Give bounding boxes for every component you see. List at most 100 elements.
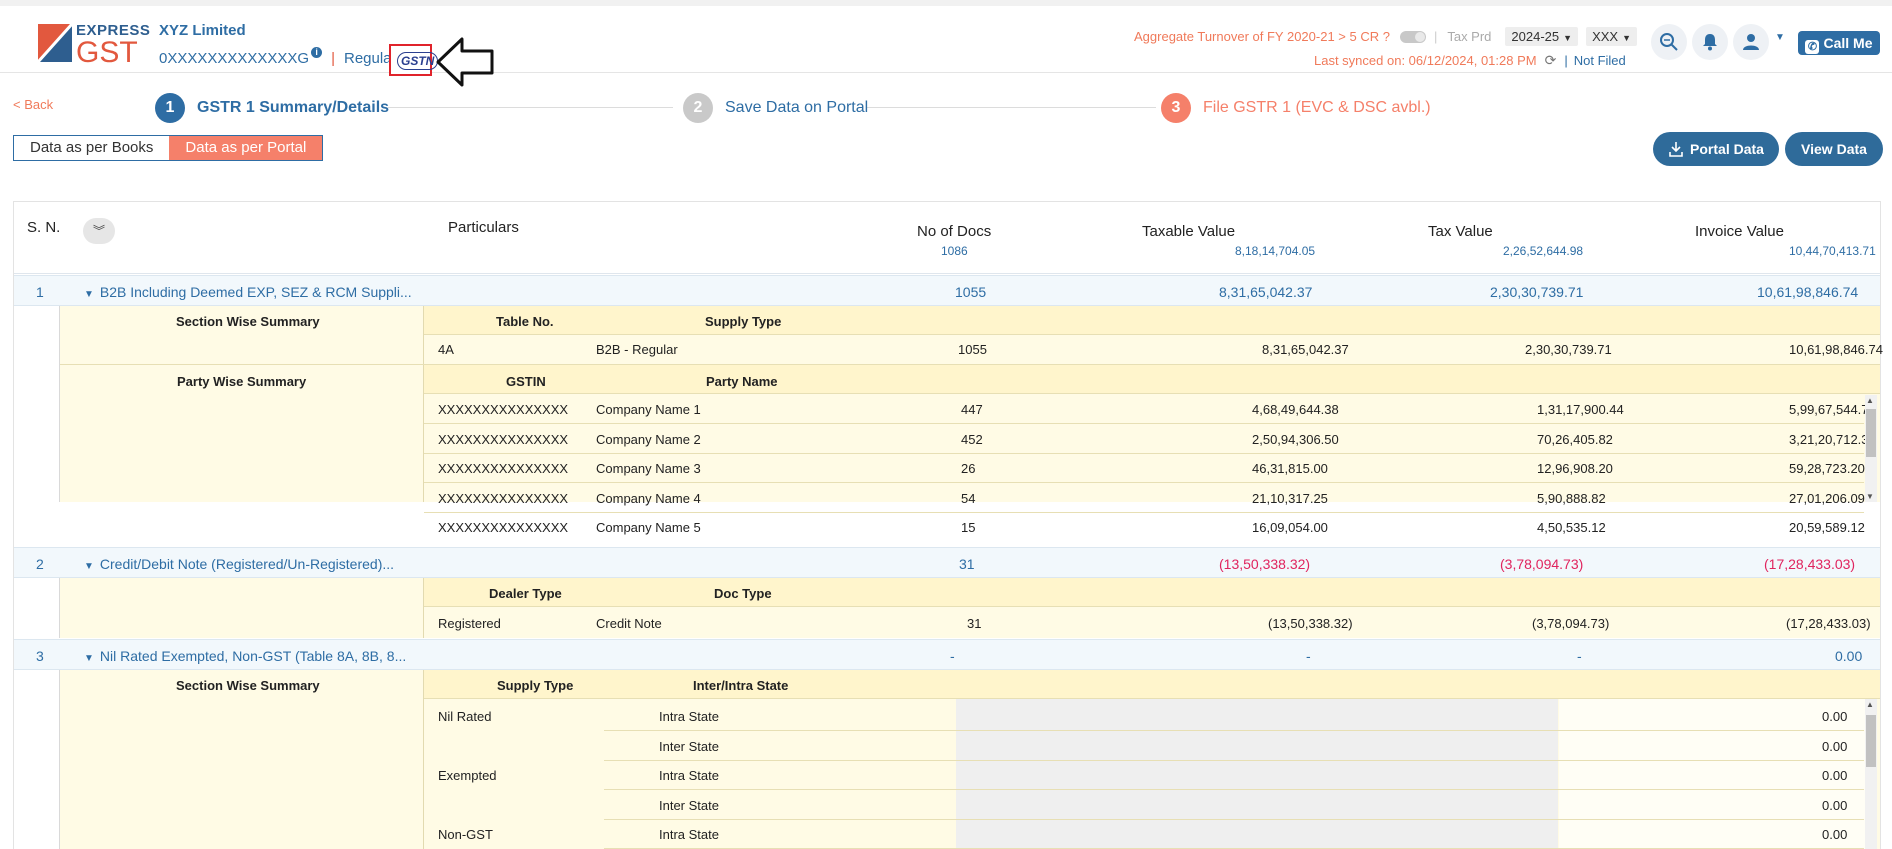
section-row-b2b[interactable]: 1 ▼ B2B Including Deemed EXP, SEZ & RCM S…	[14, 275, 1880, 306]
cell-inter-intra-state: Intra State	[659, 768, 719, 783]
total-invoice-value: 10,44,70,413.71	[1789, 244, 1876, 258]
tab-data-as-per-books[interactable]: Data as per Books	[14, 136, 170, 160]
party-scrollbar[interactable]: ▲ ▼	[1865, 395, 1877, 502]
download-icon	[1669, 142, 1683, 157]
cell-docs: 26	[961, 461, 976, 476]
divider	[424, 393, 1880, 394]
scroll-down-icon[interactable]: ▼	[1866, 492, 1874, 501]
section-2-col-head	[424, 578, 1880, 606]
cell-taxable: 4,68,49,644.38	[1252, 402, 1339, 417]
section-invoice: (17,28,433.03)	[1764, 556, 1856, 572]
cell-doc-type: Credit Note	[596, 616, 662, 631]
cell-invoice: 20,59,589.12	[1789, 520, 1865, 535]
express-gst-logo[interactable]: EXPRESS GST	[38, 20, 150, 68]
step-2[interactable]: 2 Save Data on Portal	[683, 93, 868, 123]
section-sn: 2	[36, 556, 44, 572]
step-2-number: 2	[683, 93, 713, 123]
divider	[59, 306, 60, 502]
bell-icon[interactable]	[1692, 24, 1728, 60]
section-row-nil-rated[interactable]: 3 ▼ Nil Rated Exempted, Non-GST (Table 8A…	[14, 639, 1880, 670]
call-me-label: Call Me	[1823, 35, 1873, 51]
cell-tax: 4,50,535.12	[1537, 520, 1606, 535]
header-tax-value: Tax Value	[1428, 223, 1493, 240]
header-taxable-value: Taxable Value	[1142, 223, 1236, 240]
divider	[423, 670, 424, 849]
cell-party-name: Company Name 1	[596, 402, 701, 417]
cell-docs: 452	[961, 431, 983, 447]
scroll-thumb[interactable]	[1866, 409, 1876, 457]
divider	[424, 452, 1864, 454]
section-1-col-head	[424, 306, 1880, 334]
cell-tax: 1,31,17,900.44	[1537, 402, 1624, 417]
divider	[424, 334, 1880, 335]
cell-docs: 447	[961, 402, 983, 417]
step-3-number: 3	[1161, 93, 1191, 123]
cell-taxable: 8,31,65,042.37	[1262, 342, 1349, 357]
cell-taxable: 16,09,054.00	[1252, 520, 1328, 535]
search-zoom-icon[interactable]	[1651, 24, 1687, 60]
total-tax-value: 2,26,52,644.98	[1503, 244, 1584, 258]
call-me-button[interactable]: ✆ Call Me	[1798, 31, 1880, 55]
header-sn: S. N.	[27, 219, 61, 236]
cell-tax: 2,30,30,739.71	[1525, 342, 1612, 357]
month-select[interactable]: XXX ▼	[1586, 27, 1637, 46]
portal-data-button[interactable]: Portal Data	[1653, 132, 1779, 166]
section-taxable: 8,31,65,042.37	[1219, 284, 1313, 300]
step-3[interactable]: 3 File GSTR 1 (EVC & DSC avbl.)	[1161, 93, 1431, 123]
cell-gstin: XXXXXXXXXXXXXXX	[438, 431, 569, 447]
nil-scrollbar[interactable]: ▲	[1865, 699, 1877, 849]
section-taxable: -	[1306, 648, 1311, 664]
tax-prd-label: Tax Prd	[1447, 29, 1492, 44]
scroll-thumb[interactable]	[1866, 715, 1876, 767]
cell-docs: 31	[967, 616, 982, 631]
section-sn: 1	[36, 284, 44, 300]
separator: |	[1433, 29, 1438, 44]
scroll-up-icon[interactable]: ▲	[1866, 396, 1874, 405]
last-synced-text: Last synced on: 06/12/2024, 01:28 PM	[1314, 53, 1537, 68]
cell-dealer-type: Registered	[438, 616, 501, 631]
gstn-logo-button[interactable]: GSTN	[389, 44, 439, 76]
section-row-credit-debit[interactable]: 2 ▼ Credit/Debit Note (Registered/Un-Regi…	[14, 547, 1880, 578]
chevron-down-icon: ▼	[84, 561, 94, 572]
step-1[interactable]: 1 GSTR 1 Summary/Details	[155, 93, 389, 123]
user-icon[interactable]	[1733, 24, 1769, 60]
cell-invoice: 27,01,206.09	[1789, 490, 1865, 506]
aggregate-toggle[interactable]	[1399, 30, 1426, 43]
divider	[59, 670, 60, 849]
cell-supply-type: Nil Rated	[438, 709, 492, 724]
cell-gstin: XXXXXXXXXXXXXXX	[438, 520, 569, 535]
cell-supply-type: Exempted	[438, 768, 497, 783]
cell-tax: 70,26,405.82	[1537, 431, 1613, 447]
refresh-icon[interactable]: ⟳	[1544, 52, 1557, 68]
logo-mark-icon	[38, 24, 72, 62]
company-name: XYZ Limited	[159, 22, 246, 39]
expand-all-button[interactable]: ︾	[83, 218, 115, 244]
cell-party-name: Company Name 5	[596, 520, 701, 535]
cell-inter-intra-state: Inter State	[659, 797, 719, 813]
scroll-up-icon[interactable]: ▲	[1866, 700, 1874, 709]
section-taxable: (13,50,338.32)	[1219, 556, 1311, 572]
tax-period-select[interactable]: 2024-25 ▼	[1505, 27, 1579, 46]
cell-inter-intra-state: Intra State	[659, 709, 719, 724]
back-link[interactable]: < Back	[13, 97, 54, 112]
cell-invoice: 59,28,723.20	[1789, 461, 1865, 476]
info-icon[interactable]: i	[311, 47, 323, 58]
cell-taxable: 46,31,815.00	[1252, 461, 1328, 476]
section-3-col-head	[424, 670, 1880, 698]
separator: |	[1564, 53, 1568, 68]
cell-invoice: 3,21,20,712.32	[1789, 431, 1876, 447]
col-gstin: GSTIN	[506, 374, 546, 389]
party-col-head	[424, 365, 1880, 393]
cell-tax: (3,78,094.73)	[1532, 616, 1610, 631]
divider	[424, 606, 1880, 607]
cell-supply-type: Non-GST	[438, 827, 493, 842]
tab-data-as-per-portal[interactable]: Data as per Portal	[169, 136, 323, 160]
month-value: XXX	[1592, 29, 1619, 44]
divider	[423, 578, 424, 638]
cell-tax: 5,90,888.82	[1537, 490, 1606, 506]
divider	[60, 364, 1880, 365]
caret-down-icon: ▼	[1563, 33, 1573, 43]
caret-down-icon: ▼	[1622, 33, 1631, 43]
user-menu-caret-icon[interactable]: ▼	[1775, 32, 1785, 43]
view-data-button[interactable]: View Data	[1785, 132, 1883, 166]
